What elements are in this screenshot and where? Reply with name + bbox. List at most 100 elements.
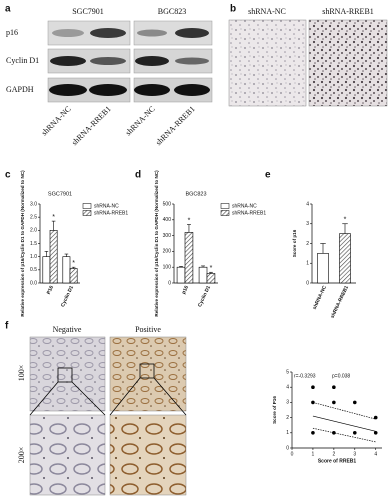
y-tick-label: 500: [163, 201, 172, 207]
point: [373, 415, 378, 420]
ihc-panel: [29, 336, 187, 496]
y-tick-label: 0: [306, 280, 309, 286]
y-tick-label: 0: [168, 280, 171, 286]
y-tick-label: 3: [306, 221, 309, 227]
bar: [62, 256, 71, 284]
y-tick-label: 5: [286, 369, 289, 375]
y-tick-label: 0.0: [30, 280, 37, 286]
x-tick-label: 2: [332, 451, 335, 457]
legend-swatch: [220, 203, 230, 209]
column-label: Negative: [53, 325, 82, 334]
bar: [69, 268, 78, 284]
y-tick-label: 200: [163, 249, 172, 255]
bar: [339, 233, 351, 284]
x-tick-label: p16: [181, 285, 190, 296]
image-label: shRNA-RREB1: [322, 7, 374, 16]
row-label: 200×: [17, 447, 26, 464]
y-tick-label: 3: [286, 400, 289, 406]
legend-swatch: [220, 210, 230, 216]
point: [311, 400, 315, 405]
panel-label: b: [230, 4, 236, 15]
point: [332, 400, 336, 405]
point: [373, 431, 378, 435]
y-tick-label: 2.0: [30, 228, 37, 234]
bar: [176, 266, 186, 284]
legend-swatch: [82, 210, 92, 216]
y-axis-label: Relative expression of p16/Cyclin D1 to …: [20, 170, 25, 317]
x-tick-label: 0: [291, 451, 294, 457]
annotation: r=-0.3293: [294, 373, 316, 379]
y-tick-label: 3.0: [30, 201, 37, 207]
bar: [317, 253, 329, 284]
significance-marker: *: [52, 214, 55, 221]
significance-marker: *: [188, 217, 191, 224]
bar: [49, 230, 58, 284]
ihc-image: [308, 19, 388, 107]
x-tick-label: shRNA-NC: [312, 285, 328, 311]
y-tick-label: 4: [286, 385, 289, 391]
cell-line-label: BGC823: [158, 7, 186, 16]
legend-label: shRNA-RREB1: [232, 210, 266, 216]
ihc-image: [228, 19, 307, 107]
point: [311, 385, 315, 390]
y-tick-label: 2: [286, 415, 289, 421]
y-tick-label: 100: [163, 265, 172, 271]
y-tick-label: 0: [286, 445, 289, 451]
cell-line-label: SGC7901: [72, 7, 104, 16]
legend-label: shRNA-NC: [94, 203, 119, 209]
panel-label: f: [5, 321, 9, 332]
y-axis-label: Score of p16: [292, 229, 297, 257]
bar: [198, 266, 208, 284]
x-axis-label: Score of RREB1: [318, 458, 357, 464]
y-tick-label: 2: [306, 241, 309, 247]
point: [352, 400, 357, 405]
panel-label: d: [135, 170, 141, 181]
bar: [184, 232, 194, 284]
annotation: p=0.038: [332, 373, 350, 379]
point: [311, 431, 315, 435]
protein-label: Cyclin D1: [6, 56, 39, 65]
point: [352, 431, 357, 435]
y-tick-label: 1: [306, 261, 309, 267]
legend-swatch: [82, 203, 92, 209]
point: [332, 385, 336, 390]
x-tick-label: 1: [312, 451, 315, 457]
chart-title: BGC823: [185, 191, 206, 197]
protein-label: GAPDH: [6, 85, 34, 94]
chart-title: SGC7901: [48, 191, 72, 197]
panel-label: c: [5, 170, 11, 181]
lane-label: shRNA-NC: [40, 104, 73, 137]
x-tick-label: 4: [374, 451, 377, 457]
x-tick-label: P16: [46, 285, 55, 296]
row-label: 100×: [17, 365, 26, 382]
x-tick-label: Cyclin D1: [60, 285, 75, 308]
lane-label: shRNA-RREB1: [154, 104, 197, 147]
y-tick-label: 1.5: [30, 241, 37, 247]
image-label: shRNA-NC: [248, 7, 286, 16]
protein-label: p16: [6, 28, 18, 37]
y-tick-label: 1: [286, 430, 289, 436]
x-tick-label: shRNA-RREB1: [330, 285, 350, 320]
bar: [206, 273, 216, 284]
y-tick-label: 300: [163, 233, 172, 239]
legend-label: shRNA-NC: [232, 203, 257, 209]
significance-marker: *: [344, 217, 347, 224]
significance-marker: *: [210, 265, 213, 272]
fit-line: [312, 415, 376, 432]
point: [332, 431, 336, 435]
blot-images: [47, 20, 213, 103]
y-axis-label: Relative expression of p16/Cyclin D1 to …: [154, 170, 159, 317]
bar: [42, 256, 51, 284]
panel-label: e: [265, 170, 271, 181]
y-tick-label: 2.5: [30, 214, 37, 220]
y-axis-label: Score of P16: [272, 396, 277, 424]
lane-label: shRNA-NC: [124, 104, 157, 137]
y-tick-label: 0.5: [30, 267, 37, 273]
legend-label: shRNA-RREB1: [94, 210, 128, 216]
ci-band: [312, 427, 376, 443]
y-tick-label: 4: [306, 201, 309, 207]
column-label: Positive: [135, 325, 161, 334]
y-tick-label: 1.0: [30, 254, 37, 260]
panel-label: a: [5, 4, 11, 15]
